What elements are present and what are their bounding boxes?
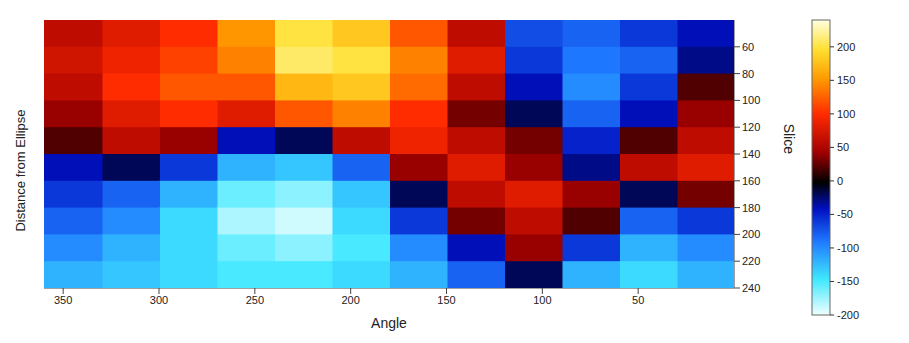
svg-text:350: 350 (54, 294, 72, 306)
svg-text:100: 100 (742, 94, 760, 106)
svg-text:120: 120 (742, 121, 760, 133)
svg-text:60: 60 (742, 41, 754, 53)
svg-text:150: 150 (437, 294, 455, 306)
svg-text:150: 150 (837, 74, 855, 86)
svg-text:50: 50 (632, 294, 644, 306)
svg-text:250: 250 (246, 294, 264, 306)
svg-text:180: 180 (742, 202, 760, 214)
svg-text:Distance from Ellipse: Distance from Ellipse (13, 109, 28, 231)
svg-text:240: 240 (742, 282, 760, 294)
svg-text:-100: -100 (837, 242, 859, 254)
svg-text:Slice: Slice (781, 124, 797, 155)
svg-text:-200: -200 (837, 309, 859, 321)
svg-text:160: 160 (742, 175, 760, 187)
svg-text:Angle: Angle (371, 315, 407, 331)
svg-text:200: 200 (742, 228, 760, 240)
svg-text:200: 200 (837, 41, 855, 53)
svg-text:50: 50 (837, 141, 849, 153)
svg-text:80: 80 (742, 68, 754, 80)
svg-text:220: 220 (742, 255, 760, 267)
svg-text:200: 200 (341, 294, 359, 306)
svg-text:100: 100 (533, 294, 551, 306)
svg-text:100: 100 (837, 108, 855, 120)
svg-text:-150: -150 (837, 275, 859, 287)
svg-text:0: 0 (837, 175, 843, 187)
svg-text:140: 140 (742, 148, 760, 160)
svg-text:-50: -50 (837, 208, 853, 220)
svg-text:300: 300 (150, 294, 168, 306)
